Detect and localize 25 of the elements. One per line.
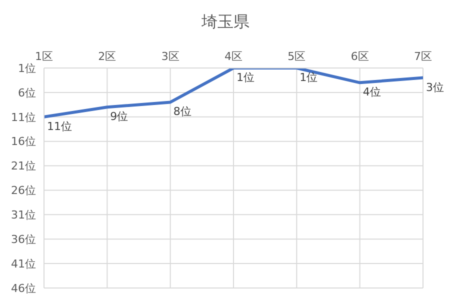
x-tick-label: 5区 — [288, 50, 306, 63]
y-tick-label: 36位 — [11, 233, 36, 246]
chart-title: 埼玉県 — [200, 12, 250, 33]
y-tick-label: 46位 — [11, 282, 36, 295]
x-tick-label: 3区 — [161, 50, 180, 63]
data-label: 1位 — [300, 71, 318, 84]
y-tick-label: 31位 — [11, 208, 36, 222]
data-label: 3位 — [426, 80, 444, 94]
data-label: 9位 — [110, 110, 128, 124]
data-label: 1位 — [236, 71, 254, 84]
x-tick-label: 7区 — [414, 50, 432, 63]
x-tick-label: 1区 — [35, 50, 53, 63]
y-tick-label: 16位 — [11, 135, 36, 148]
x-tick-label: 4区 — [224, 50, 242, 63]
y-tick-label: 6位 — [18, 86, 36, 100]
y-tick-label: 1位 — [18, 62, 36, 75]
x-tick-label: 2区 — [98, 50, 116, 63]
y-tick-label: 11位 — [11, 110, 36, 124]
data-label: 4位 — [362, 86, 381, 99]
data-label: 11位 — [47, 120, 72, 133]
data-label: 8位 — [173, 105, 192, 118]
y-tick-label: 21位 — [11, 160, 36, 173]
y-tick-label: 41位 — [11, 257, 36, 270]
y-tick-label: 26位 — [11, 184, 36, 198]
x-tick-label: 6区 — [350, 50, 369, 63]
